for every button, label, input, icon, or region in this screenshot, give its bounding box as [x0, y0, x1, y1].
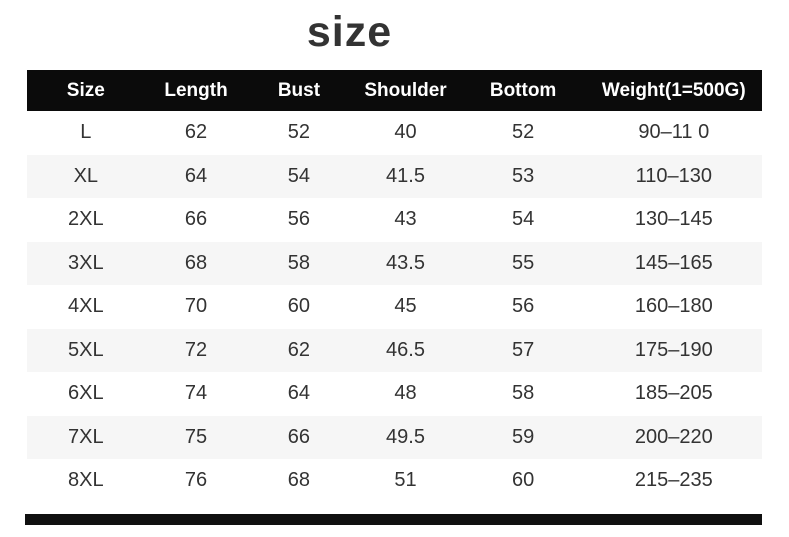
table-cell: 66 [184, 208, 208, 231]
table-row: XL 64 54 41.5 53 110–130 [27, 154, 762, 198]
size-table: Size Length Bust Shoulder Bottom Weight(1=500… [27, 70, 762, 503]
table-cell: 145–165 [634, 251, 713, 274]
table-cell: 74 [184, 382, 208, 405]
table-row: 2XL 66 56 43 54 130–145 [27, 198, 762, 242]
table-row: 4XL 70 60 45 56 160–180 [27, 285, 762, 329]
table-row: 3XL 68 58 43.5 55 145–165 [27, 241, 762, 285]
table-cell: 6XL [68, 382, 104, 405]
table-cell: 49.5 [386, 425, 425, 448]
table-cell: 43.5 [386, 251, 425, 274]
table-row: L 62 52 40 52 90–11 0 [27, 111, 762, 155]
table-row: 8XL 76 68 51 60 215–235 [27, 459, 762, 503]
table-cell: 62 [184, 121, 208, 144]
table-cell: 7XL [68, 425, 104, 448]
column-header: Shoulder [364, 79, 447, 101]
table-cell: 43 [394, 208, 417, 231]
table-cell: 53 [511, 164, 535, 187]
table-cell: 54 [287, 164, 311, 187]
table-cell: 40 [394, 121, 417, 144]
table-header: Size Length Bust Shoulder Bottom Weight(1=500… [27, 70, 762, 111]
table-cell: 200–220 [634, 425, 713, 448]
table-cell: 45 [394, 295, 417, 318]
table-cell: 57 [511, 338, 535, 361]
table-cell: 59 [511, 425, 535, 448]
table-cell: 5XL [68, 338, 104, 361]
table-cell: 56 [287, 208, 311, 231]
table-cell: 8XL [68, 469, 104, 492]
column-header: Size [66, 79, 105, 101]
table-cell: 4XL [68, 295, 104, 318]
table-cell: 52 [287, 121, 311, 144]
table-cell: 2XL [68, 208, 104, 231]
table-cell: 52 [511, 121, 535, 144]
table-cell: 68 [287, 469, 311, 492]
column-header: Bust [277, 79, 321, 101]
table-cell: 72 [184, 338, 208, 361]
table-cell: 54 [511, 208, 535, 231]
table-cell: 51 [394, 469, 417, 492]
table-cell: 68 [184, 251, 208, 274]
table-cell: 41.5 [386, 164, 425, 187]
column-header: Bottom [489, 79, 557, 101]
table-row: 6XL 74 64 48 58 185–205 [27, 372, 762, 416]
table-cell: 110–130 [635, 164, 712, 187]
bottom-divider-bar [25, 513, 762, 525]
table-body: L 62 52 40 52 90–11 0 XL 64 54 41.5 53 110–130 2XL 66… [27, 111, 762, 503]
table-cell: 175–190 [634, 338, 713, 361]
table-cell: 58 [287, 251, 311, 274]
column-header: Weight(1=500G) [601, 79, 746, 101]
table-cell: 64 [184, 164, 208, 187]
table-cell: 75 [184, 425, 208, 448]
table-cell: 55 [511, 251, 535, 274]
header-row: Size Length Bust Shoulder Bottom Weight(1=500… [27, 70, 762, 111]
table-cell: 76 [184, 469, 208, 492]
table-row: 7XL 75 66 49.5 59 200–220 [27, 415, 762, 459]
table-cell: 60 [287, 295, 311, 318]
table-cell: 3XL [68, 251, 104, 274]
table-cell: L [80, 121, 92, 144]
table-cell: 66 [287, 425, 311, 448]
table-cell: XL [73, 164, 99, 187]
table-cell: 48 [394, 382, 417, 405]
table-cell: 60 [511, 469, 535, 492]
table-cell: 46.5 [386, 338, 425, 361]
table-cell: 56 [511, 295, 535, 318]
table-cell: 160–180 [634, 295, 713, 318]
table-cell: 215–235 [634, 469, 713, 492]
table-cell: 70 [184, 295, 208, 318]
column-header: Length [164, 79, 228, 101]
table-cell: 64 [287, 382, 311, 405]
table-cell: 130–145 [634, 208, 713, 231]
table-cell: 58 [511, 382, 535, 405]
table-cell: 90–11 0 [638, 121, 710, 144]
page-title: size [306, 8, 393, 56]
table-row: 5XL 72 62 46.5 57 175–190 [27, 328, 762, 372]
table-cell: 185–205 [634, 382, 713, 405]
table-cell: 62 [287, 338, 311, 361]
